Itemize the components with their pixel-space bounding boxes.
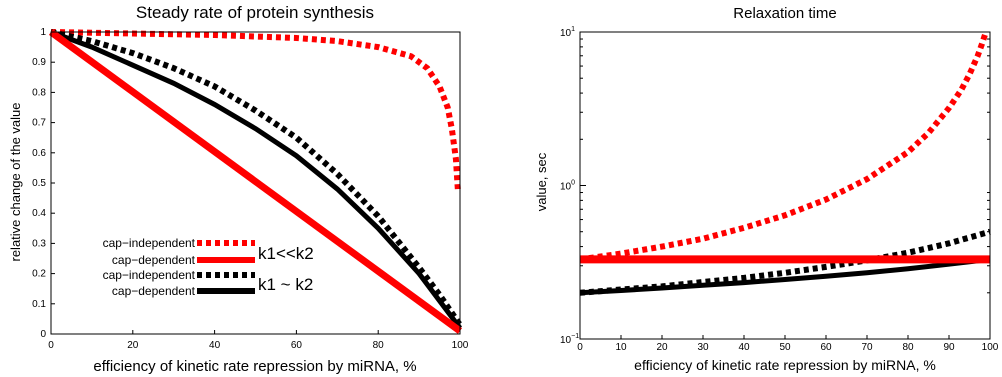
y-tick-exponent: −1 <box>571 333 579 340</box>
y-tick-base: 10 <box>560 335 572 346</box>
right-chart-frame <box>579 31 991 340</box>
left-chart-xlabel: efficiency of kinetic rate repression by… <box>93 358 416 375</box>
left-chart-series <box>48 29 463 334</box>
x-tick-label: 100 <box>982 342 999 353</box>
series-line-red-cap-independent <box>579 31 989 263</box>
left-chart-frame <box>50 31 461 335</box>
right-chart-ylabel: value, sec <box>534 152 549 211</box>
series-line-black-cap-independent <box>50 29 463 327</box>
x-tick-label: 20 <box>656 342 668 353</box>
left-chart-title: Steady rate of protein synthesis <box>136 3 374 22</box>
y-tick-label: 0.9 <box>32 57 46 68</box>
y-tick-label: 100 <box>560 180 575 193</box>
right-chart: Relaxation time value, sec efficiency of… <box>534 5 999 373</box>
x-tick-label: 0 <box>577 342 583 353</box>
y-tick-label: 0.1 <box>32 299 46 310</box>
x-tick-label: 80 <box>902 342 914 353</box>
x-tick-label: 100 <box>452 340 469 351</box>
y-tick-exponent: 0 <box>571 180 575 187</box>
x-tick-label: 70 <box>861 342 873 353</box>
x-tick-label: 10 <box>615 342 627 353</box>
x-tick-label: 50 <box>779 342 791 353</box>
y-tick-label: 0.8 <box>32 87 46 98</box>
y-tick-label: 0.7 <box>32 118 46 129</box>
series-line-black-cap-independent <box>579 228 991 296</box>
y-tick-label: 101 <box>560 26 575 39</box>
right-chart-series <box>579 31 991 296</box>
y-tick-label: 0.3 <box>32 238 46 249</box>
y-tick-label: 10−1 <box>560 333 579 346</box>
y-tick-label: 0.2 <box>32 269 46 280</box>
series-line-red-cap-independent <box>50 29 461 193</box>
x-tick-label: 30 <box>697 342 709 353</box>
x-tick-label: 0 <box>48 340 54 351</box>
y-tick-label: 0.5 <box>32 178 46 189</box>
x-tick-label: 20 <box>127 340 139 351</box>
left-chart: Steady rate of protein synthesis relativ… <box>8 3 469 375</box>
legend-entry-label: cap−independent <box>103 236 196 250</box>
legend-entry-label: cap−dependent <box>112 253 196 267</box>
legend-group-label: k1<<k2 <box>258 244 314 263</box>
x-tick-label: 60 <box>820 342 832 353</box>
y-tick-label: 1 <box>40 27 46 38</box>
series-line-red-cap-dependent <box>48 29 463 334</box>
x-tick-label: 40 <box>209 340 221 351</box>
right-chart-xlabel: efficiency of kinetic rate repression by… <box>634 357 936 373</box>
x-tick-label: 40 <box>738 342 750 353</box>
y-tick-exponent: 1 <box>571 26 575 33</box>
left-chart-ylabel: relative change of the value <box>8 103 23 262</box>
y-tick-label: 0.6 <box>32 148 46 159</box>
legend-entry-label: cap−dependent <box>112 284 196 298</box>
y-tick-label: 0 <box>40 329 46 340</box>
series-line-black-cap-dependent <box>50 29 462 330</box>
left-chart-ticks: 0 20 40 60 80 100 0 0.1 0.2 0.3 0.4 0.5 0.6 0.7 0.8 0.9… <box>32 27 469 351</box>
y-tick-base: 10 <box>560 182 572 193</box>
right-chart-title: Relaxation time <box>733 5 836 22</box>
y-tick-base: 10 <box>560 28 572 39</box>
series-line-black-cap-dependent <box>579 256 991 296</box>
legend-entry-label: cap−independent <box>103 268 196 282</box>
x-tick-label: 60 <box>291 340 303 351</box>
y-tick-label: 0.4 <box>32 208 46 219</box>
x-tick-label: 80 <box>373 340 385 351</box>
x-tick-label: 90 <box>943 342 955 353</box>
legend-group-label: k1 ~ k2 <box>258 275 313 294</box>
